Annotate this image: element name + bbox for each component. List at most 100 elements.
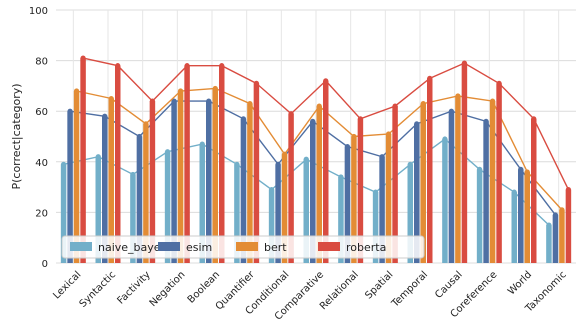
data-point <box>247 101 253 107</box>
bar <box>344 146 351 263</box>
data-point <box>108 95 114 102</box>
bar <box>281 154 288 263</box>
x-tick-label: Spatial <box>363 269 395 301</box>
bar <box>240 118 247 263</box>
bar <box>288 113 294 263</box>
bar <box>143 123 149 263</box>
data-point <box>164 149 171 155</box>
y-tick-label: 40 <box>35 158 48 169</box>
data-point <box>130 171 136 178</box>
bar <box>164 151 171 263</box>
data-point <box>234 161 240 167</box>
data-point <box>171 98 177 104</box>
bar <box>442 139 448 263</box>
y-tick-label: 0 <box>42 259 48 270</box>
legend-swatch <box>158 242 180 251</box>
data-point <box>102 113 108 119</box>
data-point <box>351 133 357 140</box>
legend-label: naive_bayes <box>98 241 167 254</box>
legend-label: roberta <box>346 241 386 254</box>
data-point <box>496 80 502 86</box>
bar <box>565 189 572 263</box>
bar <box>461 63 468 263</box>
bar <box>427 78 433 263</box>
x-tick-label: Syntactic <box>78 269 119 310</box>
data-point <box>212 85 218 92</box>
bar <box>234 164 240 263</box>
bar <box>80 58 86 263</box>
data-point <box>518 166 524 172</box>
bar <box>531 118 537 263</box>
bar <box>136 136 143 263</box>
data-point <box>338 174 344 180</box>
data-point <box>316 103 322 109</box>
bar <box>476 169 483 263</box>
data-point <box>268 187 275 193</box>
data-point <box>392 103 398 109</box>
data-point <box>323 78 329 84</box>
y-tick-label: 100 <box>29 6 48 17</box>
bar <box>310 121 316 263</box>
bar <box>559 209 565 263</box>
y-axis-label: P(correct|category) <box>10 83 23 189</box>
data-point <box>303 156 309 162</box>
bar <box>108 98 114 263</box>
x-tick-label: Negation <box>148 269 188 309</box>
bar <box>219 65 225 263</box>
bar <box>199 144 205 263</box>
bar <box>448 111 455 263</box>
x-tick-label: Causal <box>433 269 465 301</box>
data-point <box>427 75 433 81</box>
data-point <box>240 116 247 122</box>
bar <box>379 156 385 263</box>
bar <box>171 101 177 263</box>
data-point <box>143 121 149 127</box>
data-point <box>219 63 225 69</box>
data-point <box>310 118 316 124</box>
bar <box>184 65 190 263</box>
bar <box>518 169 524 263</box>
bar <box>351 136 357 263</box>
bar <box>268 189 275 263</box>
legend-label: bert <box>264 241 287 254</box>
data-point <box>136 133 143 140</box>
bar <box>73 90 80 264</box>
data-point <box>461 60 468 66</box>
data-point <box>357 116 364 122</box>
y-tick-label: 20 <box>35 208 48 219</box>
data-point <box>206 98 212 104</box>
x-tick-label: Boolean <box>186 269 222 305</box>
data-point <box>344 144 351 150</box>
bar <box>483 121 489 263</box>
bar <box>60 164 67 263</box>
bar <box>247 103 253 263</box>
legend-swatch <box>70 242 92 251</box>
data-point <box>275 161 281 167</box>
data-point <box>455 93 461 99</box>
y-tick-label: 80 <box>35 57 48 68</box>
legend-swatch <box>236 242 258 251</box>
bar <box>206 101 212 263</box>
bar <box>130 174 136 263</box>
bar <box>407 164 413 263</box>
data-point <box>281 151 288 157</box>
bar <box>552 214 559 263</box>
data-point <box>253 80 260 86</box>
bar <box>385 133 392 263</box>
data-point <box>565 187 572 193</box>
bar <box>414 123 420 263</box>
bar <box>323 80 329 263</box>
data-point <box>559 207 565 213</box>
bar <box>67 111 73 263</box>
bar <box>357 118 364 263</box>
data-point <box>407 161 413 167</box>
data-point <box>448 108 455 114</box>
bar <box>102 116 108 263</box>
data-point <box>385 131 392 137</box>
data-point <box>489 98 496 104</box>
bar <box>420 103 426 263</box>
data-point <box>95 154 101 160</box>
x-tick-label: Lexical <box>51 269 83 301</box>
